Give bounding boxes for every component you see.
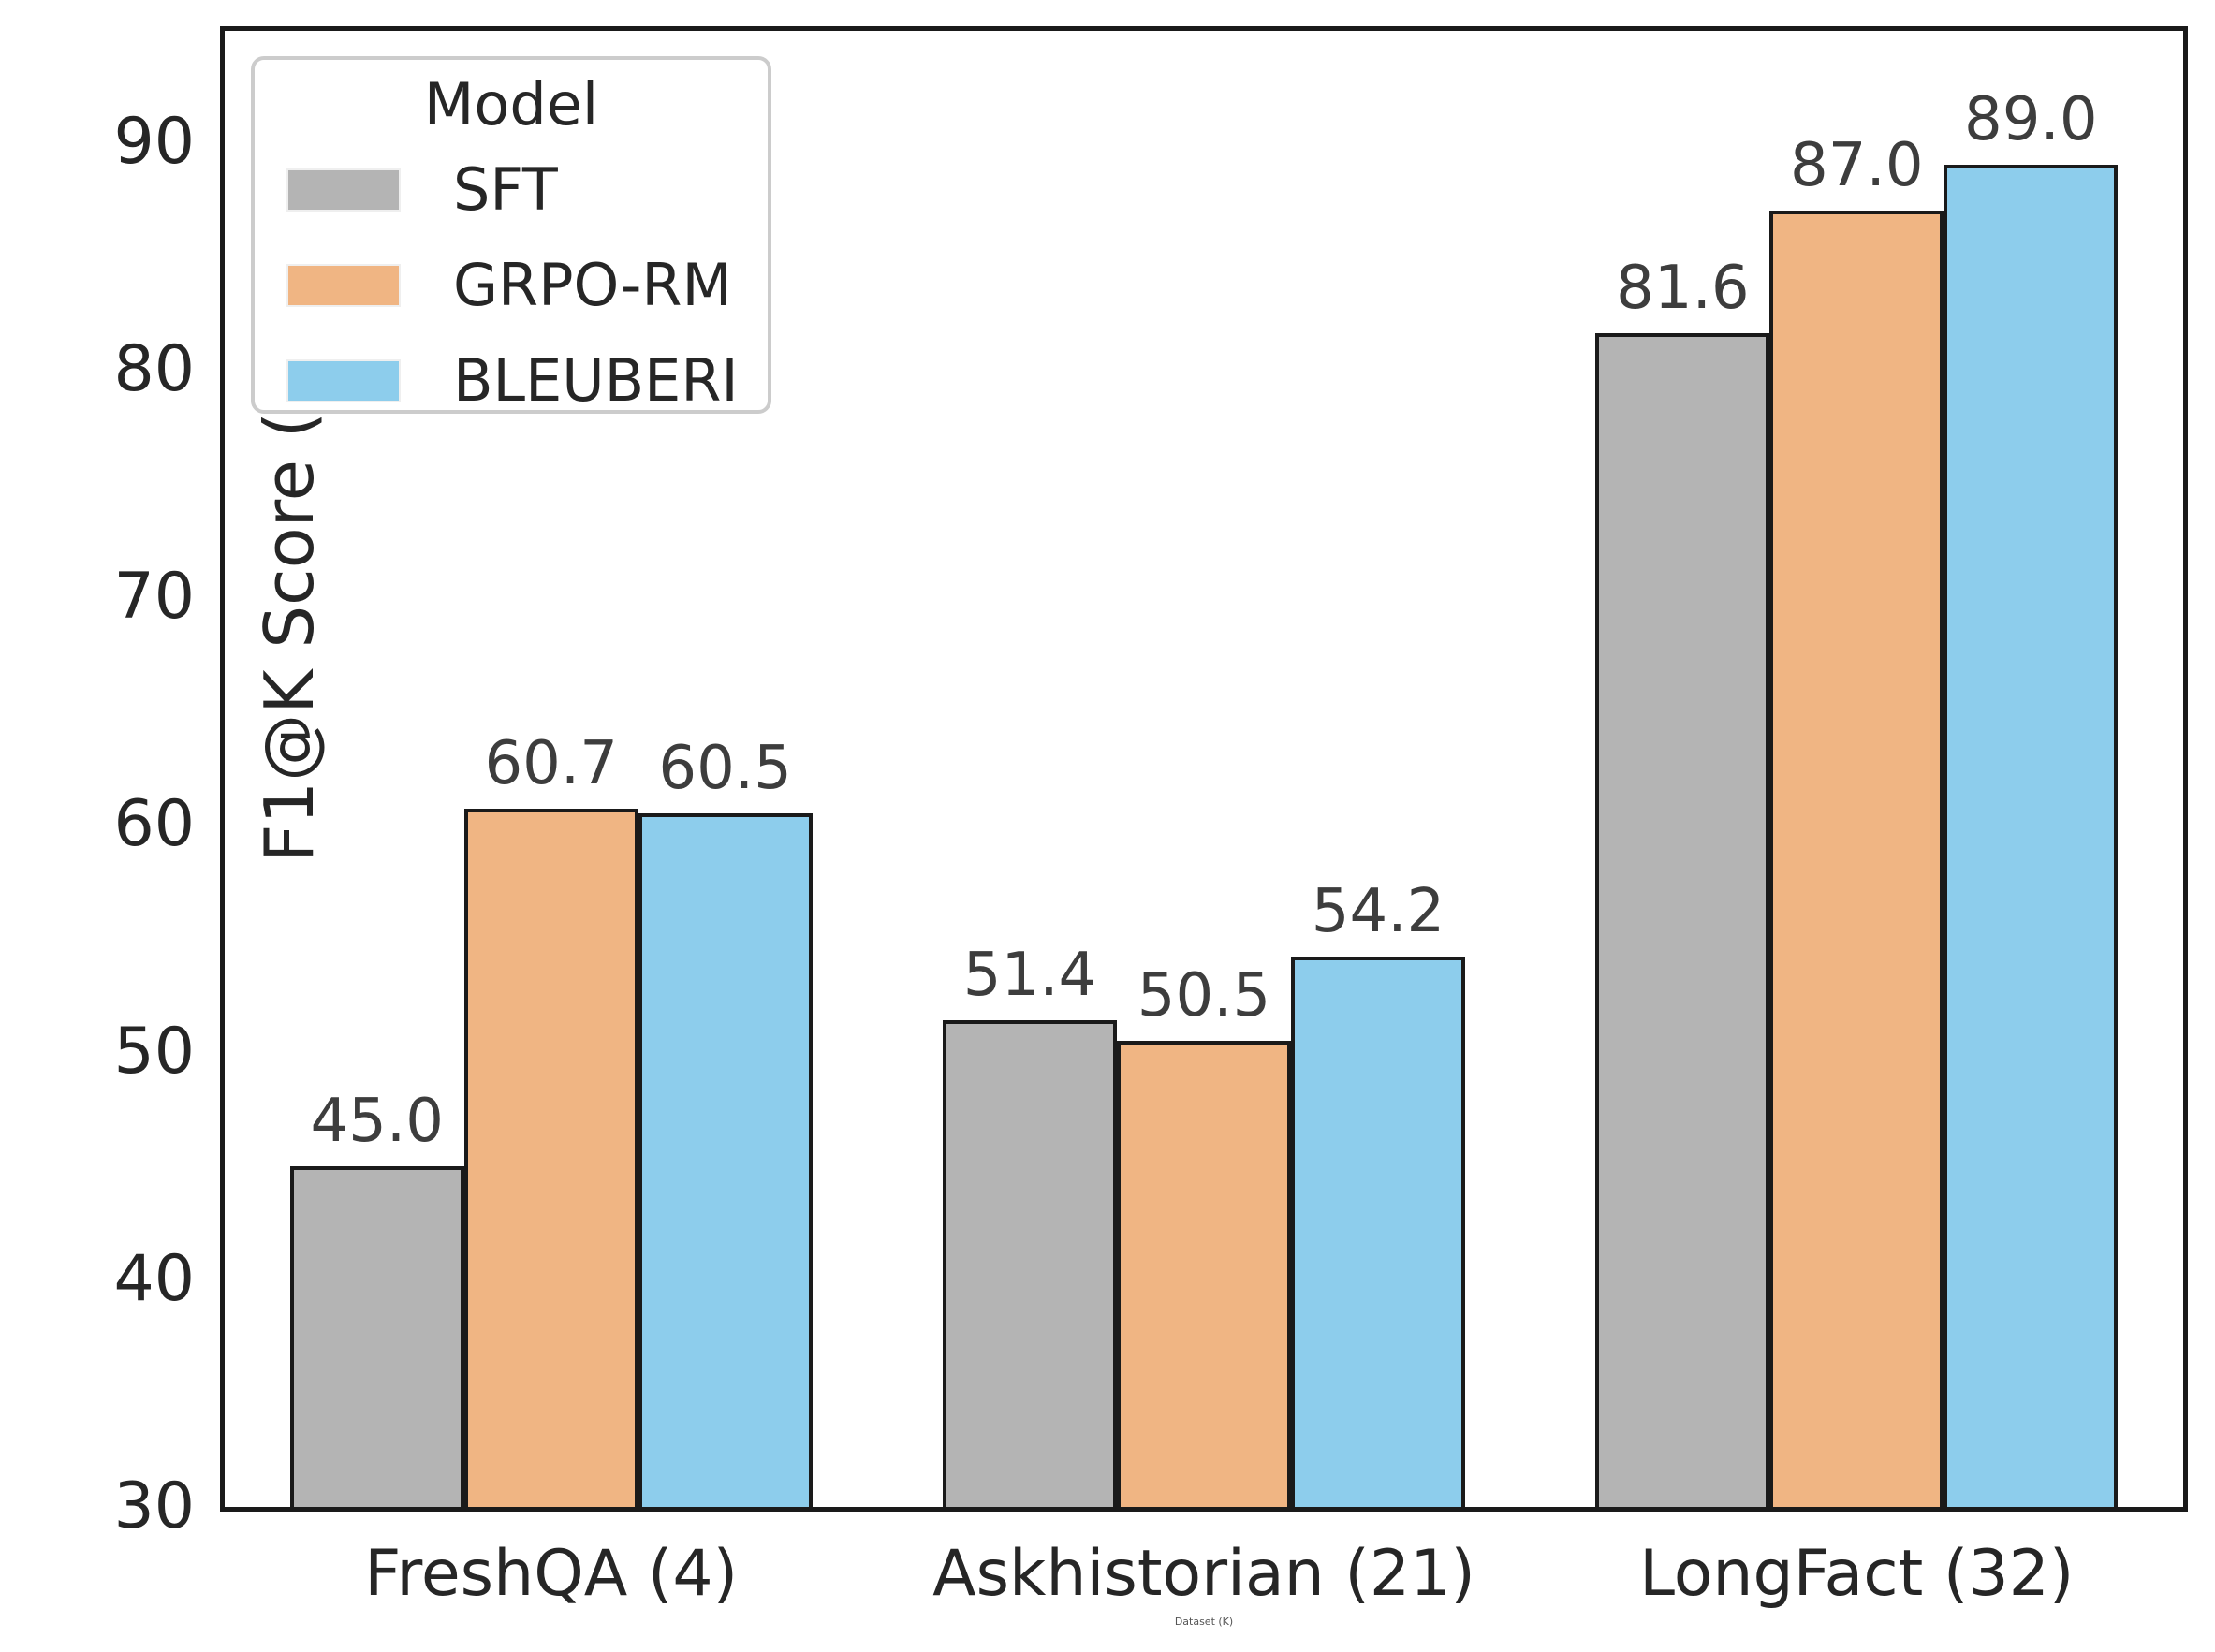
bar-bleuberi-1 xyxy=(638,812,813,1507)
legend-label: SFT xyxy=(453,155,558,225)
bar-bleuberi-2 xyxy=(1291,957,1465,1507)
bar-grpo-rm-1 xyxy=(463,809,638,1507)
legend-entry-bleuberi: BLEUBERI xyxy=(286,346,739,416)
bar-value-label: 60.5 xyxy=(658,733,792,803)
legend-label: GRPO-RM xyxy=(453,251,732,320)
y-tick-label-30: 30 xyxy=(113,1469,195,1543)
bar-value-label: 51.4 xyxy=(962,941,1097,1010)
legend-swatch-sft xyxy=(286,168,401,212)
bar-bleuberi-3 xyxy=(1944,165,2119,1507)
x-tick-label-3: LongFact (32) xyxy=(1639,1537,2075,1611)
bar-sft-1 xyxy=(289,1165,464,1507)
bar-value-label: 87.0 xyxy=(1790,131,1924,200)
bar-value-label: 54.2 xyxy=(1311,877,1445,946)
x-axis-label: Dataset (K) xyxy=(1174,1615,1234,1628)
bar-sft-2 xyxy=(943,1020,1118,1507)
x-tick-label-1: FreshQA (4) xyxy=(364,1537,739,1611)
bar-grpo-rm-2 xyxy=(1117,1040,1291,1507)
y-tick-label-40: 40 xyxy=(113,1242,195,1316)
y-tick-label-80: 80 xyxy=(113,332,195,407)
bar-grpo-rm-3 xyxy=(1769,211,1944,1507)
bar-value-label: 50.5 xyxy=(1137,960,1271,1031)
x-tick-label-2: Askhistorian (21) xyxy=(932,1537,1475,1611)
legend-title: Model xyxy=(423,70,599,139)
y-tick-label-70: 70 xyxy=(113,560,195,634)
legend-entry-grpo-rm: GRPO-RM xyxy=(286,256,736,314)
y-tick-label-60: 60 xyxy=(113,787,195,861)
legend-entries: SFT GRPO-RM BLEUBERI xyxy=(286,161,739,416)
legend: Model SFT GRPO-RM BLEUBERI xyxy=(251,56,771,414)
legend-entry-sft: SFT xyxy=(286,161,736,219)
y-tick-label-90: 90 xyxy=(113,105,195,180)
bar-sft-3 xyxy=(1595,333,1770,1507)
legend-swatch-grpo-rm xyxy=(286,264,401,308)
y-tick-label-50: 50 xyxy=(113,1015,195,1089)
plot-area: 45.0 51.4 81.6 60.7 50.5 87.0 60.5 54.2 89.0 xyxy=(220,26,2188,1512)
bar-value-label: 60.7 xyxy=(484,729,618,798)
bar-value-label: 89.0 xyxy=(1964,85,2098,155)
legend-swatch-bleuberi xyxy=(286,359,401,403)
bar-value-label: 45.0 xyxy=(310,1086,444,1156)
legend-label: BLEUBERI xyxy=(453,346,739,416)
bar-value-label: 81.6 xyxy=(1616,254,1750,324)
